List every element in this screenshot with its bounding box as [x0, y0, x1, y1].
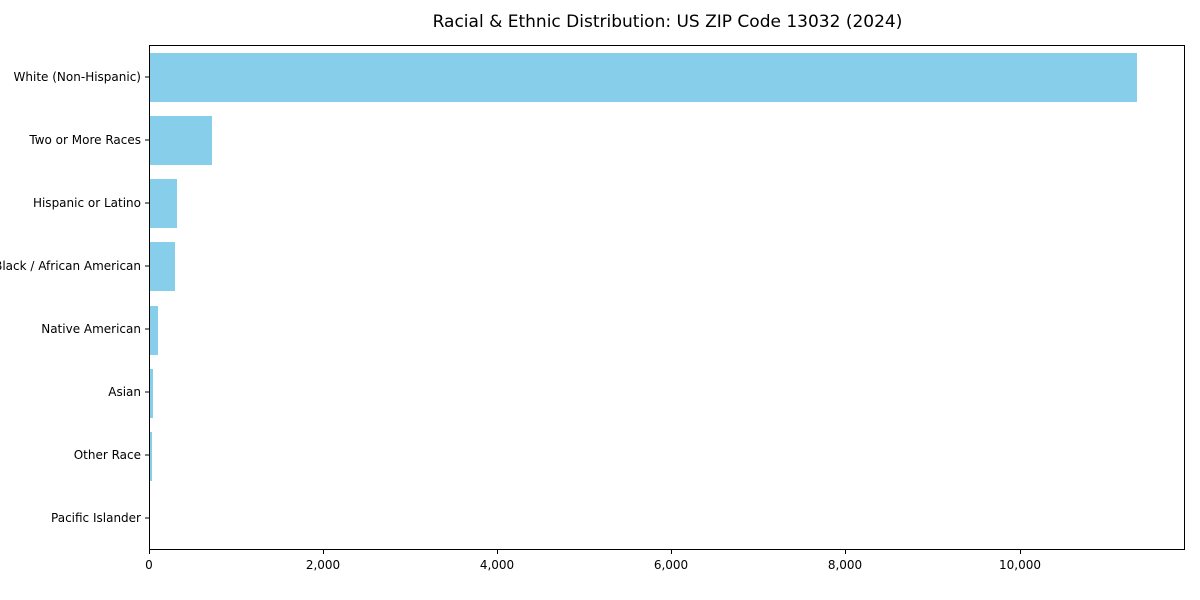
category-label: Pacific Islander: [51, 511, 141, 525]
bar: [150, 116, 212, 165]
x-tick: [149, 550, 150, 554]
bar: [150, 53, 1137, 102]
category-label: Hispanic or Latino: [32, 196, 141, 210]
category-label: Black / African American: [0, 259, 141, 273]
bar: [150, 432, 152, 481]
x-tick-label: 10,000: [999, 558, 1041, 572]
x-tick-label: 0: [145, 558, 153, 572]
category-label: Two or More Races: [29, 133, 141, 147]
x-tick: [323, 550, 324, 554]
category-label: Other Race: [73, 448, 141, 462]
bar: [150, 242, 175, 291]
bar: [150, 179, 177, 228]
chart-title: Racial & Ethnic Distribution: US ZIP Cod…: [432, 12, 903, 32]
x-tick-label: 8,000: [827, 558, 863, 572]
y-tick: [145, 202, 149, 204]
y-tick: [145, 328, 149, 330]
x-tick: [671, 550, 672, 554]
category-label: White (Non-Hispanic): [13, 70, 141, 84]
bar: [150, 306, 158, 355]
x-tick: [1020, 550, 1021, 554]
x-tick: [497, 550, 498, 554]
y-tick: [145, 391, 149, 393]
y-tick: [145, 517, 149, 519]
x-tick: [845, 550, 846, 554]
x-tick-label: 4,000: [479, 558, 515, 572]
x-tick-label: 2,000: [305, 558, 341, 572]
y-tick: [145, 139, 149, 141]
plot-area: [149, 45, 1185, 550]
y-tick: [145, 454, 149, 456]
y-tick: [145, 76, 149, 78]
category-label: Native American: [41, 322, 141, 336]
category-label: Asian: [108, 385, 141, 399]
y-tick: [145, 265, 149, 267]
bar: [150, 369, 153, 418]
x-tick-label: 6,000: [653, 558, 689, 572]
